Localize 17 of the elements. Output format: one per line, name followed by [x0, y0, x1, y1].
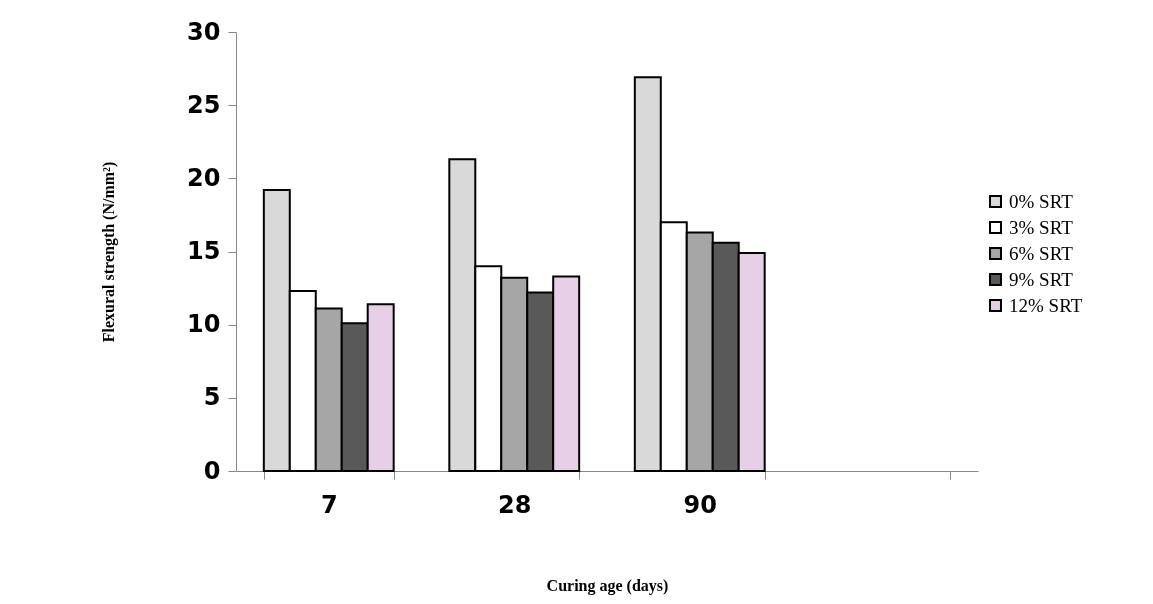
legend-label: 0% SRT: [1009, 190, 1074, 212]
y-tick-label: 5: [203, 383, 221, 412]
y-tick-label: 10: [187, 310, 221, 339]
legend-label: 12% SRT: [1009, 294, 1083, 316]
x-tick-label: 7: [320, 490, 338, 519]
y-tick-label: 20: [187, 163, 221, 192]
y-tick-label: 0: [203, 456, 221, 485]
x-axis-title: Curing age (days): [546, 576, 669, 595]
y-tick-label: 15: [187, 237, 221, 265]
legend-label: 9% SRT: [1009, 268, 1074, 290]
x-tick-label: 28: [498, 490, 532, 519]
legend-label: 6% SRT: [1009, 242, 1074, 264]
y-tick-label: 30: [187, 17, 221, 46]
y-axis-title: Flexural strength (N/mm²): [100, 161, 119, 343]
y-tick-label: 25: [187, 90, 221, 119]
x-tick-label: 90: [683, 490, 717, 519]
legend-label: 3% SRT: [1009, 216, 1074, 238]
